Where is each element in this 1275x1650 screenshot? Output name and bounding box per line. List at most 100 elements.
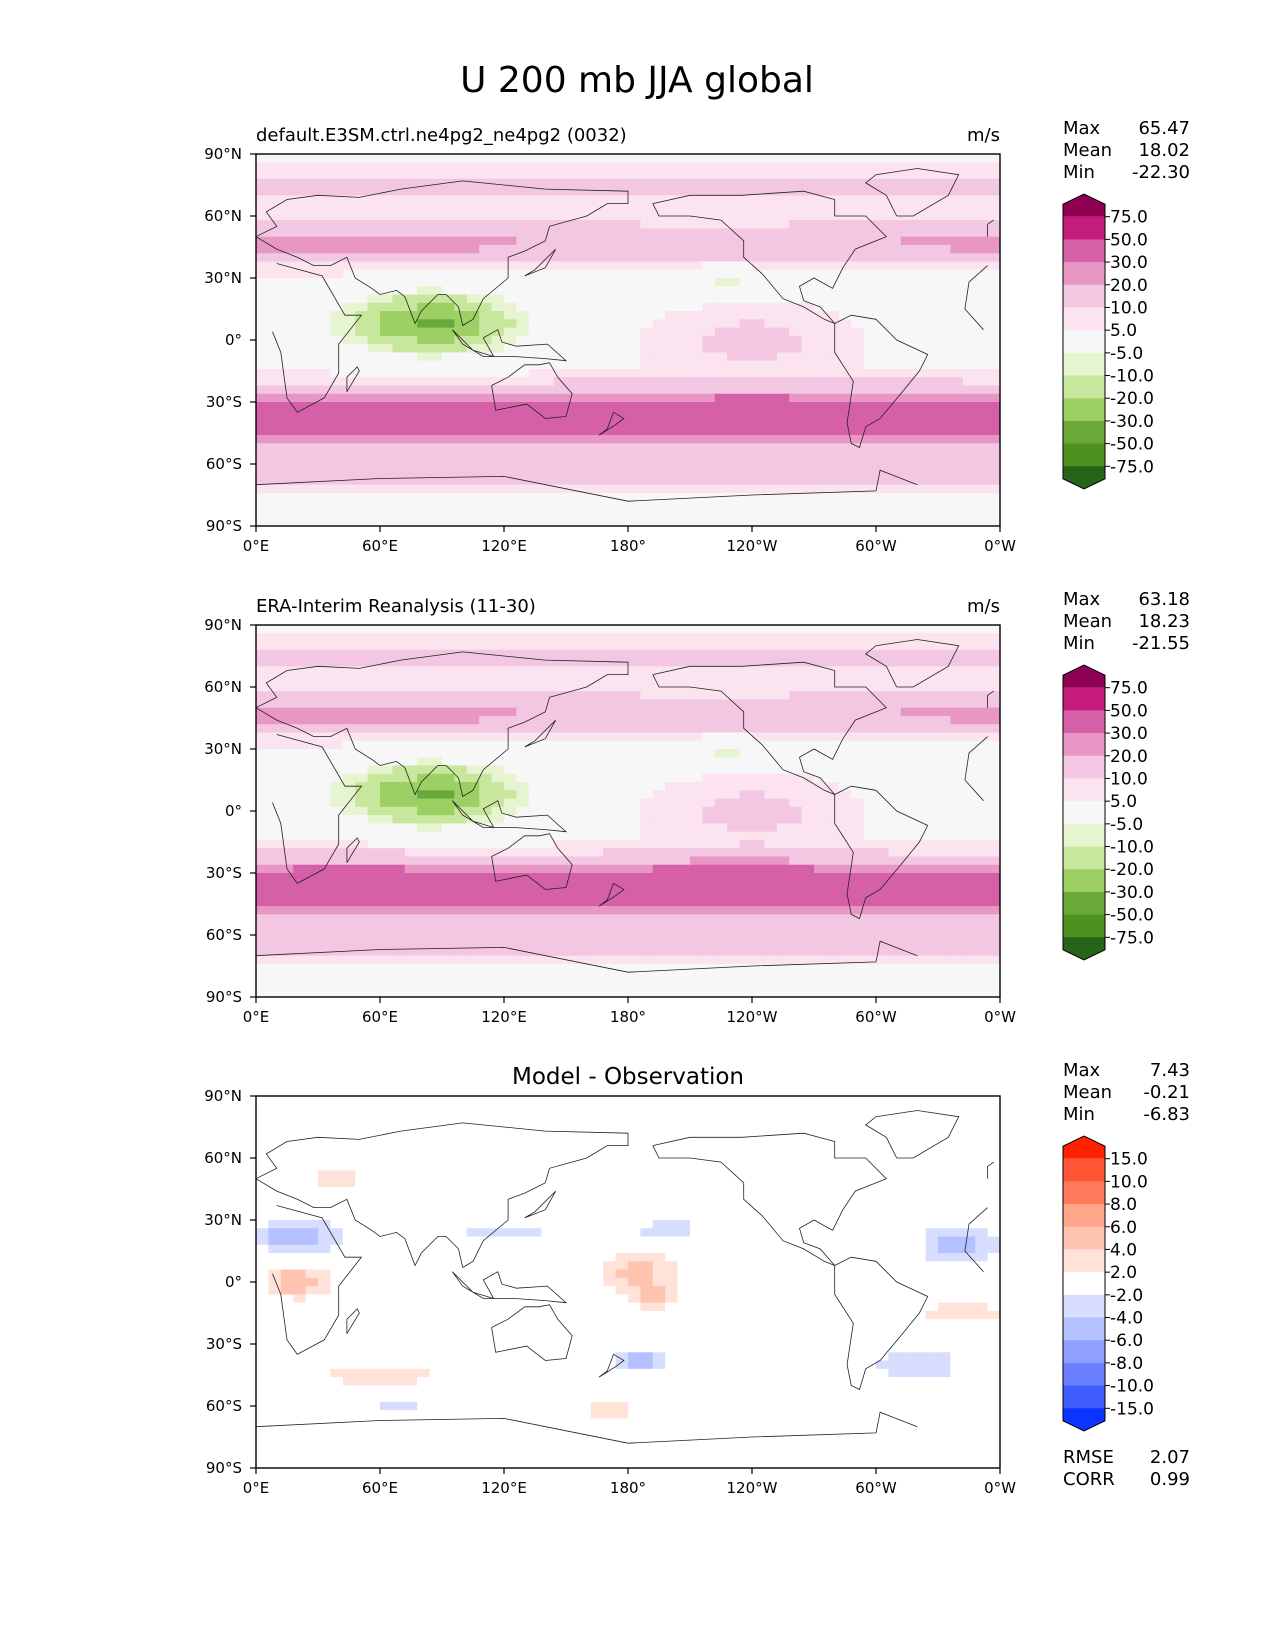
colorbar-label: 4.0: [1110, 1240, 1137, 1260]
y-tick-label: 60°N: [204, 678, 242, 696]
colorbar-extend-top: [1063, 194, 1105, 217]
x-tick-label: 60°W: [855, 1008, 897, 1026]
stat-value: 0.99: [1150, 1469, 1190, 1490]
colorbar-label: -4.0: [1110, 1309, 1143, 1329]
y-tick-label: 90°S: [206, 517, 242, 535]
colorbar-label: 75.0: [1110, 208, 1148, 228]
colorbar-swatch: [1063, 284, 1105, 308]
x-tick-label: 60°W: [855, 537, 897, 555]
colorbar-swatch: [1063, 733, 1105, 757]
colorbar-label: -2.0: [1110, 1286, 1143, 1306]
y-tick-label: 60°S: [206, 926, 242, 944]
colorbar-swatch: [1063, 1317, 1105, 1341]
map-field: [256, 1096, 1000, 1468]
map-field: [256, 154, 1000, 526]
colorbar-label: -5.0: [1110, 815, 1143, 835]
y-tick-label: 90°N: [204, 616, 242, 634]
stat-label: Max: [1063, 589, 1101, 610]
panels: 0°E 60°E 120°E 180° 120°W 60°W 0°W 90°N 60°N 30°N…: [204, 118, 1190, 1497]
colorbar-swatch: [1063, 352, 1105, 377]
y-tick-label: 30°S: [206, 393, 242, 411]
colorbar-swatch: [1063, 1158, 1105, 1182]
colorbar-label: -5.0: [1110, 344, 1143, 364]
colorbar-label: -20.0: [1110, 389, 1154, 409]
colorbar-label: -10.0: [1110, 367, 1154, 387]
stat-value: 65.47: [1138, 118, 1190, 139]
y-tick-label: 60°N: [204, 207, 242, 225]
panel-3: 0°E 60°E 120°E 180° 120°W 60°W 0°W 90°N 60°N 30°N…: [204, 1060, 1190, 1497]
colorbar-swatch: [1063, 330, 1105, 354]
y-tick-label: 60°S: [206, 455, 242, 473]
stat-label: Mean: [1063, 140, 1112, 161]
x-tick-label: 120°W: [727, 1479, 778, 1497]
colorbar-swatch: [1063, 375, 1105, 399]
stat-value: -0.21: [1143, 1082, 1190, 1103]
colorbar-swatch: [1063, 778, 1105, 802]
stat-value: -22.30: [1132, 162, 1190, 183]
colorbar-label: 2.0: [1110, 1263, 1137, 1283]
colorbar-swatch: [1063, 1294, 1105, 1319]
colorbar-extend-bottom: [1063, 466, 1105, 489]
colorbar-swatch: [1063, 307, 1105, 331]
colorbar-label: 50.0: [1110, 230, 1148, 250]
colorbar-swatch: [1063, 1226, 1105, 1250]
stat-value: 18.02: [1138, 140, 1190, 161]
y-tick-label: 90°N: [204, 145, 242, 163]
stat-label: Min: [1063, 1104, 1095, 1125]
colorbar-label: -50.0: [1110, 435, 1154, 455]
stat-label: Min: [1063, 162, 1095, 183]
colorbar-swatch: [1063, 1385, 1105, 1409]
stat-value: 7.43: [1150, 1060, 1190, 1081]
colorbar-label: 30.0: [1110, 253, 1148, 273]
x-tick-label: 60°W: [855, 1479, 897, 1497]
x-tick-label: 180°: [610, 1479, 646, 1497]
panel-title: ERA-Interim Reanalysis (11-30): [256, 596, 536, 617]
y-tick-label: 90°S: [206, 988, 242, 1006]
colorbar-label: 8.0: [1110, 1195, 1137, 1215]
x-tick-label: 180°: [610, 537, 646, 555]
y-tick-label: 30°N: [204, 269, 242, 287]
x-tick-label: 0°E: [243, 1008, 270, 1026]
colorbar-label: 75.0: [1110, 679, 1148, 699]
x-tick-label: 120°W: [727, 1008, 778, 1026]
stat-value: 18.23: [1138, 611, 1190, 632]
stat-label: Mean: [1063, 611, 1112, 632]
stat-value: -6.83: [1143, 1104, 1190, 1125]
panel-2: 0°E 60°E 120°E 180° 120°W 60°W 0°W 90°N 60°N 30°N…: [204, 589, 1190, 1026]
colorbar-extend-top: [1063, 1136, 1105, 1159]
y-tick-label: 60°N: [204, 1149, 242, 1167]
colorbar-swatch: [1063, 1362, 1105, 1387]
y-tick-label: 30°N: [204, 1211, 242, 1229]
colorbar-swatch: [1063, 846, 1105, 870]
x-tick-label: 60°E: [362, 537, 398, 555]
x-tick-label: 120°W: [727, 537, 778, 555]
y-tick-label: 60°S: [206, 1397, 242, 1415]
y-tick-label: 30°N: [204, 740, 242, 758]
x-tick-label: 60°E: [362, 1008, 398, 1026]
colorbar-label: -50.0: [1110, 906, 1154, 926]
colorbar-swatch: [1063, 755, 1105, 779]
stat-value: 63.18: [1138, 589, 1190, 610]
colorbar-label: 10.0: [1110, 769, 1148, 789]
colorbar-label: 5.0: [1110, 792, 1137, 812]
panel-1: 0°E 60°E 120°E 180° 120°W 60°W 0°W 90°N 60°N 30°N…: [204, 118, 1190, 555]
colorbar-label: 15.0: [1110, 1150, 1148, 1170]
stat-value: -21.55: [1132, 633, 1190, 654]
colorbar-outline: [1062, 1135, 1106, 1432]
panel-units: m/s: [967, 596, 1000, 617]
colorbar-label: -10.0: [1110, 1377, 1154, 1397]
colorbar-swatch: [1063, 869, 1105, 893]
colorbar-label: -75.0: [1110, 928, 1154, 948]
colorbar-swatch: [1063, 687, 1105, 711]
colorbar-outline: [1062, 664, 1106, 961]
stat-label: RMSE: [1063, 1447, 1114, 1468]
colorbar-label: -30.0: [1110, 883, 1154, 903]
x-tick-label: 180°: [610, 1008, 646, 1026]
stat-label: CORR: [1063, 1469, 1115, 1490]
colorbar-label: 50.0: [1110, 701, 1148, 721]
colorbar-label: 20.0: [1110, 276, 1148, 296]
y-tick-label: 90°N: [204, 1087, 242, 1105]
map-field: [256, 625, 1000, 997]
colorbar-label: -6.0: [1110, 1331, 1143, 1351]
